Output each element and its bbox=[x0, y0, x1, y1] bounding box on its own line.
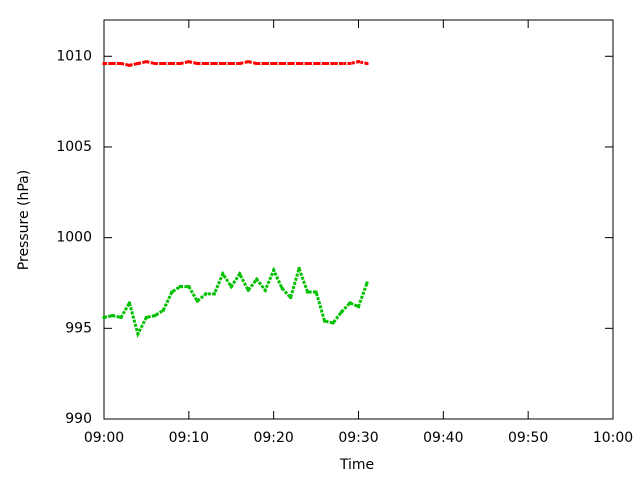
series-line bbox=[104, 60, 368, 67]
data-point bbox=[255, 277, 259, 281]
data-point bbox=[238, 272, 242, 276]
data-point bbox=[331, 62, 335, 66]
data-point bbox=[272, 62, 276, 66]
data-point bbox=[246, 60, 250, 64]
data-point bbox=[314, 290, 318, 294]
data-point bbox=[102, 315, 106, 319]
x-tick-label: 09:50 bbox=[508, 430, 548, 446]
data-point bbox=[221, 272, 225, 276]
data-point bbox=[348, 301, 352, 305]
x-axis-label: Time bbox=[339, 457, 374, 473]
data-point bbox=[365, 62, 369, 66]
x-tick-label: 09:20 bbox=[253, 430, 293, 446]
data-point bbox=[306, 62, 310, 66]
y-tick-label: 1000 bbox=[56, 230, 92, 246]
data-point bbox=[297, 266, 301, 270]
y-tick-label: 1010 bbox=[56, 48, 92, 64]
data-point bbox=[263, 62, 267, 66]
data-point bbox=[161, 308, 165, 312]
data-point bbox=[212, 62, 216, 66]
data-point bbox=[178, 285, 182, 289]
data-point bbox=[263, 288, 267, 292]
data-point bbox=[306, 290, 310, 294]
data-point bbox=[102, 62, 106, 66]
data-point bbox=[323, 62, 327, 66]
data-point bbox=[119, 315, 123, 319]
y-tick-label: 990 bbox=[65, 411, 92, 427]
data-point bbox=[221, 62, 225, 66]
y-axis-label: Pressure (hPa) bbox=[16, 170, 32, 270]
data-point bbox=[119, 62, 123, 66]
data-point bbox=[229, 62, 233, 66]
data-point bbox=[212, 292, 216, 296]
data-point bbox=[331, 321, 335, 325]
data-point bbox=[187, 60, 191, 64]
data-point bbox=[161, 62, 165, 66]
data-point bbox=[297, 62, 301, 66]
data-point bbox=[340, 62, 344, 66]
data-point bbox=[153, 62, 157, 66]
data-point bbox=[204, 292, 208, 296]
data-point bbox=[289, 295, 293, 299]
data-point bbox=[144, 315, 148, 319]
data-point bbox=[323, 319, 327, 323]
data-point bbox=[144, 60, 148, 64]
x-tick-label: 09:40 bbox=[423, 430, 463, 446]
series-line bbox=[103, 263, 369, 338]
data-point bbox=[178, 62, 182, 66]
data-point bbox=[170, 62, 174, 66]
data-point bbox=[280, 286, 284, 290]
data-point bbox=[127, 301, 131, 305]
data-point bbox=[357, 60, 360, 64]
data-point bbox=[280, 62, 284, 66]
data-point bbox=[136, 62, 140, 66]
data-point bbox=[238, 62, 242, 66]
data-point bbox=[340, 310, 344, 314]
x-tick-label: 10:00 bbox=[593, 430, 633, 446]
data-point bbox=[110, 62, 114, 66]
data-point bbox=[187, 285, 191, 289]
x-tick-label: 09:10 bbox=[169, 430, 209, 446]
data-point bbox=[127, 63, 131, 67]
data-point bbox=[195, 62, 199, 66]
data-point bbox=[136, 332, 140, 336]
y-tick-label: 995 bbox=[65, 320, 92, 336]
data-point bbox=[110, 314, 114, 318]
data-point bbox=[170, 290, 174, 294]
data-point bbox=[153, 314, 157, 318]
data-point bbox=[348, 62, 352, 66]
data-point bbox=[246, 288, 250, 292]
data-point bbox=[289, 62, 293, 66]
data-point bbox=[314, 62, 318, 66]
data-point bbox=[255, 62, 259, 66]
data-point bbox=[195, 299, 199, 303]
x-tick-label: 09:30 bbox=[338, 430, 378, 446]
x-tick-label: 09:00 bbox=[84, 430, 124, 446]
y-tick-label: 1005 bbox=[56, 139, 92, 155]
data-point bbox=[204, 62, 208, 66]
data-point bbox=[229, 285, 233, 289]
data-point bbox=[357, 305, 360, 309]
data-point bbox=[272, 268, 276, 272]
data-point bbox=[365, 281, 369, 285]
plot-frame bbox=[103, 19, 614, 420]
